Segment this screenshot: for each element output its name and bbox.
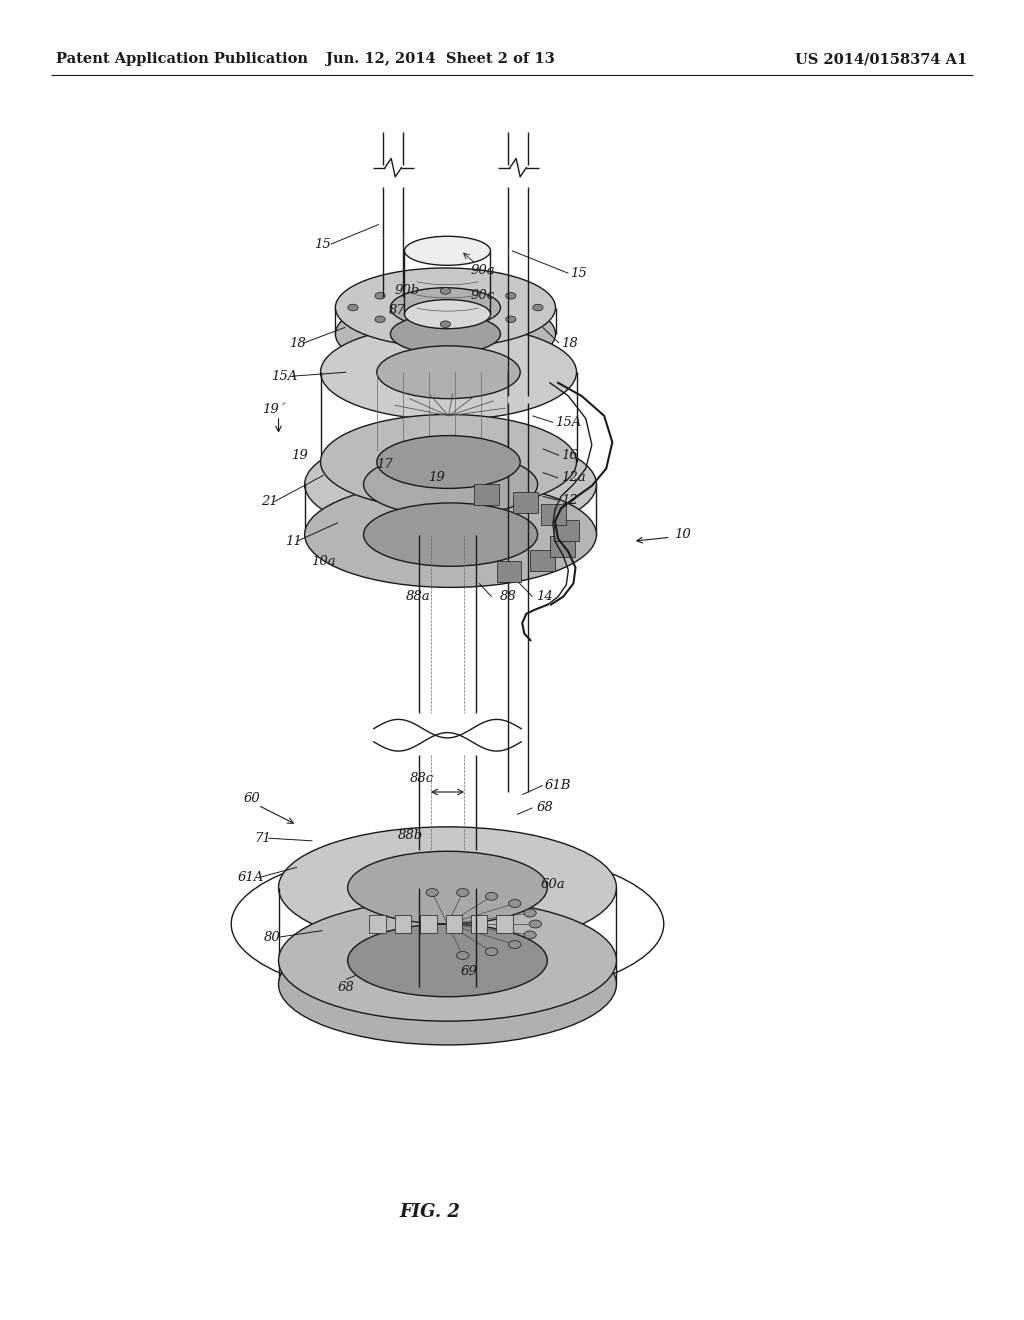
Text: Patent Application Publication: Patent Application Publication <box>56 53 308 66</box>
Text: 19: 19 <box>291 449 307 462</box>
Text: 87: 87 <box>389 304 406 317</box>
Ellipse shape <box>390 288 501 327</box>
Ellipse shape <box>305 432 596 537</box>
Ellipse shape <box>348 305 358 310</box>
Ellipse shape <box>440 321 451 327</box>
Bar <box>513 491 538 512</box>
Text: 17: 17 <box>376 458 392 471</box>
Bar <box>530 550 555 572</box>
Bar <box>395 915 412 933</box>
Text: 10: 10 <box>674 528 690 541</box>
Text: 12a: 12a <box>561 471 586 484</box>
Ellipse shape <box>524 931 537 939</box>
Text: 71: 71 <box>254 832 270 845</box>
Text: 10a: 10a <box>311 554 336 568</box>
Text: 15: 15 <box>570 267 587 280</box>
Bar <box>474 484 499 506</box>
Ellipse shape <box>404 236 490 265</box>
Text: 80: 80 <box>264 931 281 944</box>
Ellipse shape <box>440 288 451 294</box>
Ellipse shape <box>279 924 616 1045</box>
Text: 90b: 90b <box>394 284 420 297</box>
Text: 15: 15 <box>314 238 331 251</box>
Ellipse shape <box>506 315 516 322</box>
Ellipse shape <box>336 268 555 347</box>
Ellipse shape <box>485 948 498 956</box>
Ellipse shape <box>364 453 538 516</box>
Text: 21: 21 <box>261 495 278 508</box>
Ellipse shape <box>506 293 516 300</box>
Text: 60a: 60a <box>541 878 565 891</box>
Ellipse shape <box>457 888 469 896</box>
Text: 11: 11 <box>285 535 301 548</box>
Ellipse shape <box>279 826 616 948</box>
Text: 15A: 15A <box>271 370 298 383</box>
Ellipse shape <box>390 314 501 354</box>
Bar <box>471 915 487 933</box>
Text: 18: 18 <box>561 337 578 350</box>
Ellipse shape <box>485 892 498 900</box>
Ellipse shape <box>377 436 520 488</box>
Bar <box>445 915 462 933</box>
Text: 68: 68 <box>537 801 553 814</box>
Ellipse shape <box>404 300 490 329</box>
Bar <box>554 520 579 541</box>
Ellipse shape <box>532 305 543 310</box>
Text: 60: 60 <box>244 792 260 805</box>
Bar <box>551 536 575 557</box>
Text: 90a: 90a <box>471 264 496 277</box>
Ellipse shape <box>321 414 577 510</box>
Ellipse shape <box>321 325 577 420</box>
Ellipse shape <box>524 909 537 917</box>
Bar <box>497 561 521 582</box>
Text: 61B: 61B <box>545 779 571 792</box>
Ellipse shape <box>346 957 549 1030</box>
Ellipse shape <box>336 294 555 374</box>
Ellipse shape <box>509 941 521 949</box>
Text: 88: 88 <box>500 590 516 603</box>
Text: 88b: 88b <box>397 829 423 842</box>
Ellipse shape <box>279 900 616 1022</box>
Text: 61A: 61A <box>238 871 264 884</box>
Ellipse shape <box>348 924 547 997</box>
Text: 88a: 88a <box>406 590 430 603</box>
Text: 19´: 19´ <box>262 403 286 416</box>
Ellipse shape <box>305 482 596 587</box>
Text: 15A: 15A <box>555 416 582 429</box>
Text: Jun. 12, 2014  Sheet 2 of 13: Jun. 12, 2014 Sheet 2 of 13 <box>326 53 555 66</box>
Ellipse shape <box>426 888 438 896</box>
Ellipse shape <box>457 952 469 960</box>
Text: 16: 16 <box>561 449 578 462</box>
Ellipse shape <box>377 346 520 399</box>
Text: US 2014/0158374 A1: US 2014/0158374 A1 <box>796 53 968 66</box>
Text: FIG. 2: FIG. 2 <box>399 1203 461 1221</box>
Bar <box>370 915 386 933</box>
Ellipse shape <box>509 899 521 907</box>
Ellipse shape <box>375 293 385 300</box>
Text: 90c: 90c <box>471 289 496 302</box>
Text: 12: 12 <box>561 494 578 507</box>
Text: 14: 14 <box>537 590 553 603</box>
Text: 18: 18 <box>289 337 305 350</box>
Text: 68: 68 <box>338 981 354 994</box>
Bar <box>497 915 513 933</box>
Bar <box>542 504 566 525</box>
Ellipse shape <box>364 503 538 566</box>
Text: 69: 69 <box>461 965 477 978</box>
Text: 88c: 88c <box>410 772 434 785</box>
Ellipse shape <box>375 315 385 322</box>
Ellipse shape <box>529 920 542 928</box>
Bar <box>420 915 436 933</box>
Text: 19: 19 <box>428 471 444 484</box>
Ellipse shape <box>348 851 547 924</box>
